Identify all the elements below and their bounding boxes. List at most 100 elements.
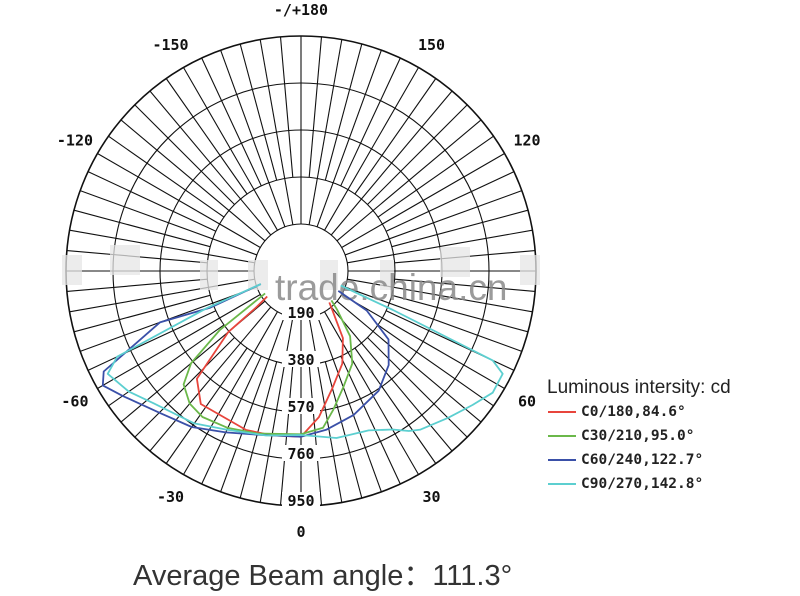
grid-spoke bbox=[341, 153, 505, 248]
series-line-1 bbox=[182, 292, 354, 436]
ring-label-bg bbox=[282, 351, 320, 367]
grid-spoke bbox=[165, 78, 248, 195]
grid-spoke bbox=[367, 337, 468, 438]
watermark-blur bbox=[440, 247, 470, 277]
radial-tick-label: 760 bbox=[287, 445, 314, 463]
grid-spoke bbox=[347, 278, 533, 313]
ring-label-bg bbox=[282, 304, 320, 320]
grid-spoke bbox=[149, 90, 272, 236]
angle-label: -/+180 bbox=[274, 1, 328, 19]
angle-label: -150 bbox=[152, 36, 188, 54]
grid-spoke bbox=[279, 36, 294, 178]
watermark-blur bbox=[110, 245, 140, 275]
grid-spoke bbox=[183, 67, 278, 231]
grid-spoke bbox=[385, 310, 515, 371]
angle-label: 120 bbox=[513, 132, 540, 150]
ring-label-bg bbox=[282, 492, 320, 508]
grid-spoke bbox=[340, 57, 401, 187]
legend-item-c0: C0/180,84.6° bbox=[548, 404, 686, 420]
grid-spoke bbox=[239, 361, 278, 499]
grid-spoke bbox=[391, 209, 529, 248]
watermark-blur bbox=[248, 260, 268, 290]
angle-label: 150 bbox=[418, 36, 445, 54]
grid-spoke bbox=[308, 39, 343, 225]
grid-spoke bbox=[220, 49, 286, 228]
grid-spoke bbox=[330, 90, 453, 236]
grid-spoke bbox=[259, 39, 294, 225]
ring-label-bg bbox=[282, 398, 320, 414]
grid-spoke bbox=[97, 294, 261, 389]
grid-spoke bbox=[354, 347, 437, 464]
watermark-blur bbox=[520, 255, 540, 285]
series-line-3 bbox=[106, 283, 504, 439]
radial-tick-label: 190 bbox=[287, 304, 314, 322]
grid-spoke bbox=[97, 153, 261, 248]
grid-spoke bbox=[377, 135, 494, 218]
watermark-blur bbox=[62, 255, 82, 285]
grid-spoke bbox=[324, 361, 363, 499]
angle-label: 60 bbox=[518, 393, 536, 411]
grid-spoke bbox=[308, 317, 343, 503]
grid-spoke bbox=[66, 278, 208, 293]
angle-label: 0 bbox=[296, 523, 305, 541]
legend-item-c30: C30/210,95.0° bbox=[548, 428, 695, 444]
grid-spoke bbox=[324, 67, 419, 231]
watermark-blur bbox=[320, 260, 338, 290]
grid-spoke bbox=[120, 119, 266, 242]
grid-spoke bbox=[165, 347, 248, 464]
grid-spoke bbox=[324, 43, 363, 181]
grid-spoke bbox=[367, 104, 468, 205]
grid-spoke bbox=[134, 104, 235, 205]
grid-spoke bbox=[201, 355, 262, 485]
legend-title: Luminous intersity: cd bbox=[547, 377, 731, 398]
grid-spoke bbox=[336, 119, 482, 242]
watermark: trade.china.cn bbox=[275, 267, 507, 308]
watermark-blur bbox=[200, 260, 218, 290]
angle-label: -60 bbox=[61, 393, 88, 411]
grid-spoke bbox=[330, 306, 453, 452]
grid-spoke bbox=[149, 306, 272, 452]
legend-swatch bbox=[548, 411, 576, 413]
grid-spoke bbox=[377, 324, 494, 407]
grid-spoke bbox=[385, 171, 515, 232]
grid-spoke bbox=[340, 355, 401, 485]
grid-spoke bbox=[344, 286, 523, 352]
grid-spoke bbox=[183, 311, 278, 475]
grid-spoke bbox=[69, 278, 255, 313]
grid-spoke bbox=[324, 311, 419, 475]
legend-swatch bbox=[548, 435, 576, 437]
radial-tick-label: 570 bbox=[287, 398, 314, 416]
grid-spoke bbox=[308, 36, 323, 178]
grid-spoke bbox=[259, 317, 294, 503]
grid-spoke bbox=[87, 310, 217, 371]
grid-spoke bbox=[341, 294, 505, 389]
angle-label: -120 bbox=[57, 132, 93, 150]
legend-swatch bbox=[548, 483, 576, 485]
grid-spoke bbox=[87, 171, 217, 232]
legend-item-c60: C60/240,122.7° bbox=[548, 452, 703, 468]
grid-spoke bbox=[201, 57, 262, 187]
grid-spoke bbox=[108, 324, 225, 407]
grid-spoke bbox=[354, 78, 437, 195]
grid-spoke bbox=[73, 294, 211, 333]
grid-spoke bbox=[391, 294, 529, 333]
legend-item-c90: C90/270,142.8° bbox=[548, 476, 703, 492]
grid-spoke bbox=[336, 300, 482, 423]
grid-spoke bbox=[108, 135, 225, 218]
angle-label: 30 bbox=[422, 488, 440, 506]
grid-spoke bbox=[316, 49, 382, 228]
angle-label: -30 bbox=[157, 488, 184, 506]
grid-spoke bbox=[79, 190, 258, 256]
grid-spoke bbox=[239, 43, 278, 181]
ring-label-bg bbox=[282, 445, 320, 461]
legend-swatch bbox=[548, 459, 576, 461]
average-beam-angle: Average Beam angle：111.3° bbox=[133, 560, 513, 592]
grid-spoke bbox=[394, 278, 536, 293]
grid-spoke bbox=[308, 364, 323, 506]
grid-spoke bbox=[220, 314, 286, 493]
watermark-blur bbox=[380, 260, 394, 290]
grid-spoke bbox=[316, 314, 382, 493]
grid-spoke bbox=[344, 190, 523, 256]
